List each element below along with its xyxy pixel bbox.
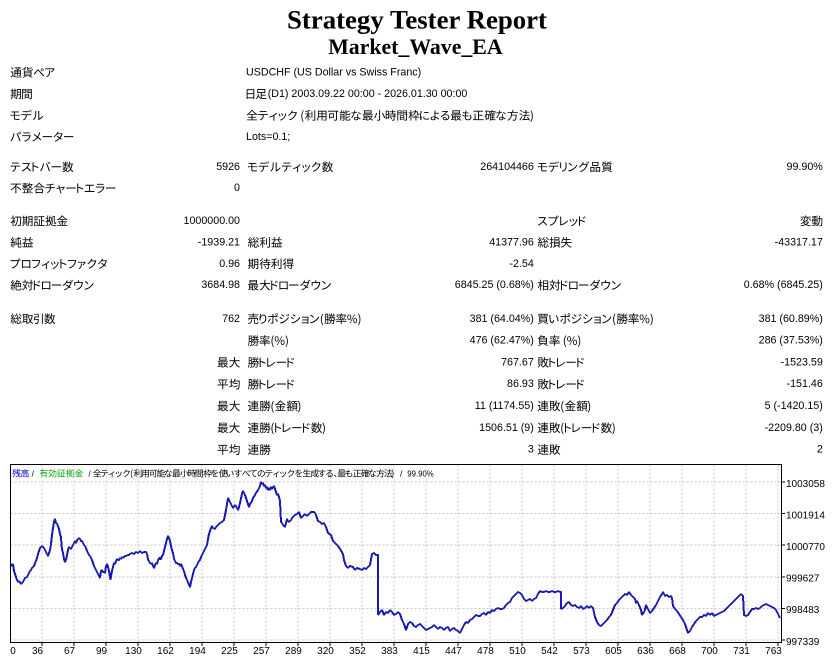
svg-text:-2209.80 (3): -2209.80 (3) [765,422,823,434]
svg-text:1000770: 1000770 [786,542,825,553]
svg-text:Lots=0.1;: Lots=0.1; [246,131,290,143]
svg-text:194: 194 [189,646,206,657]
svg-text:381 (60.89%): 381 (60.89%) [759,313,823,325]
svg-text:-151.46: -151.46 [787,378,823,390]
svg-text:1003058: 1003058 [786,479,825,490]
svg-text:0.96: 0.96 [219,258,240,270]
svg-text:264104466: 264104466 [480,161,534,173]
svg-text:99.90%: 99.90% [407,470,434,479]
svg-text:763: 763 [765,646,782,657]
svg-text:605: 605 [605,646,622,657]
svg-text:USDCHF (US Dollar vs Swiss Fra: USDCHF (US Dollar vs Swiss Franc) [246,66,421,78]
svg-text:286 (37.53%): 286 (37.53%) [759,335,823,347]
svg-text:762: 762 [222,313,240,325]
svg-text:381 (64.04%): 381 (64.04%) [470,313,534,325]
svg-text:3684.98: 3684.98 [201,279,240,291]
svg-text:67: 67 [64,646,76,657]
svg-text:257: 257 [253,646,270,657]
svg-text:0.68% (6845.25): 0.68% (6845.25) [744,279,823,291]
svg-text:2: 2 [817,444,823,456]
svg-text:668: 668 [669,646,686,657]
svg-text:731: 731 [733,646,750,657]
svg-text:36: 36 [32,646,44,657]
svg-text:99.90%: 99.90% [787,161,824,173]
svg-text:1001914: 1001914 [786,510,825,521]
svg-text:352: 352 [349,646,366,657]
svg-text:997339: 997339 [786,637,820,648]
svg-text:510: 510 [509,646,526,657]
svg-text:1000000.00: 1000000.00 [184,215,241,227]
svg-text:0: 0 [10,646,16,657]
svg-text:86.93: 86.93 [507,378,534,390]
svg-text:99: 99 [96,646,108,657]
svg-text:289: 289 [285,646,302,657]
svg-text:478: 478 [477,646,494,657]
svg-text:41377.96: 41377.96 [489,236,534,248]
svg-text:0: 0 [234,182,240,194]
svg-text:Strategy Tester Report: Strategy Tester Report [287,4,547,34]
svg-text:6845.25 (0.68%): 6845.25 (0.68%) [455,279,534,291]
svg-text:999627: 999627 [786,574,820,585]
svg-text:130: 130 [125,646,142,657]
svg-text:/: / [32,469,35,479]
svg-text:542: 542 [541,646,558,657]
svg-text:/: / [400,469,403,479]
svg-text:/: / [88,469,91,479]
svg-text:383: 383 [381,646,398,657]
svg-text:1506.51 (9): 1506.51 (9) [479,422,534,434]
svg-text:5926: 5926 [216,161,240,173]
svg-text:11 (1174.55): 11 (1174.55) [475,400,534,412]
svg-text:-1939.21: -1939.21 [198,236,240,248]
svg-text:162: 162 [157,646,174,657]
svg-text:-43317.17: -43317.17 [775,236,823,248]
svg-text:-2.54: -2.54 [509,258,533,270]
svg-text:476 (62.47%): 476 (62.47%) [470,335,534,347]
svg-text:-1523.59: -1523.59 [781,356,823,368]
svg-text:5 (-1420.15): 5 (-1420.15) [765,400,823,412]
svg-text:573: 573 [573,646,590,657]
svg-text:998483: 998483 [786,605,820,616]
svg-text:767.67: 767.67 [501,356,534,368]
svg-text:700: 700 [701,646,718,657]
svg-text:447: 447 [445,646,462,657]
svg-text:636: 636 [637,646,654,657]
svg-text:225: 225 [221,646,238,657]
svg-text:320: 320 [317,646,334,657]
svg-text:415: 415 [413,646,430,657]
svg-text:(D1) 2003.09.22 00:00 - 2026.0: (D1) 2003.09.22 00:00 - 2026.01.30 00:00 [268,88,468,100]
svg-text:Market_Wave_EA: Market_Wave_EA [328,35,503,59]
svg-text:3: 3 [528,444,534,456]
